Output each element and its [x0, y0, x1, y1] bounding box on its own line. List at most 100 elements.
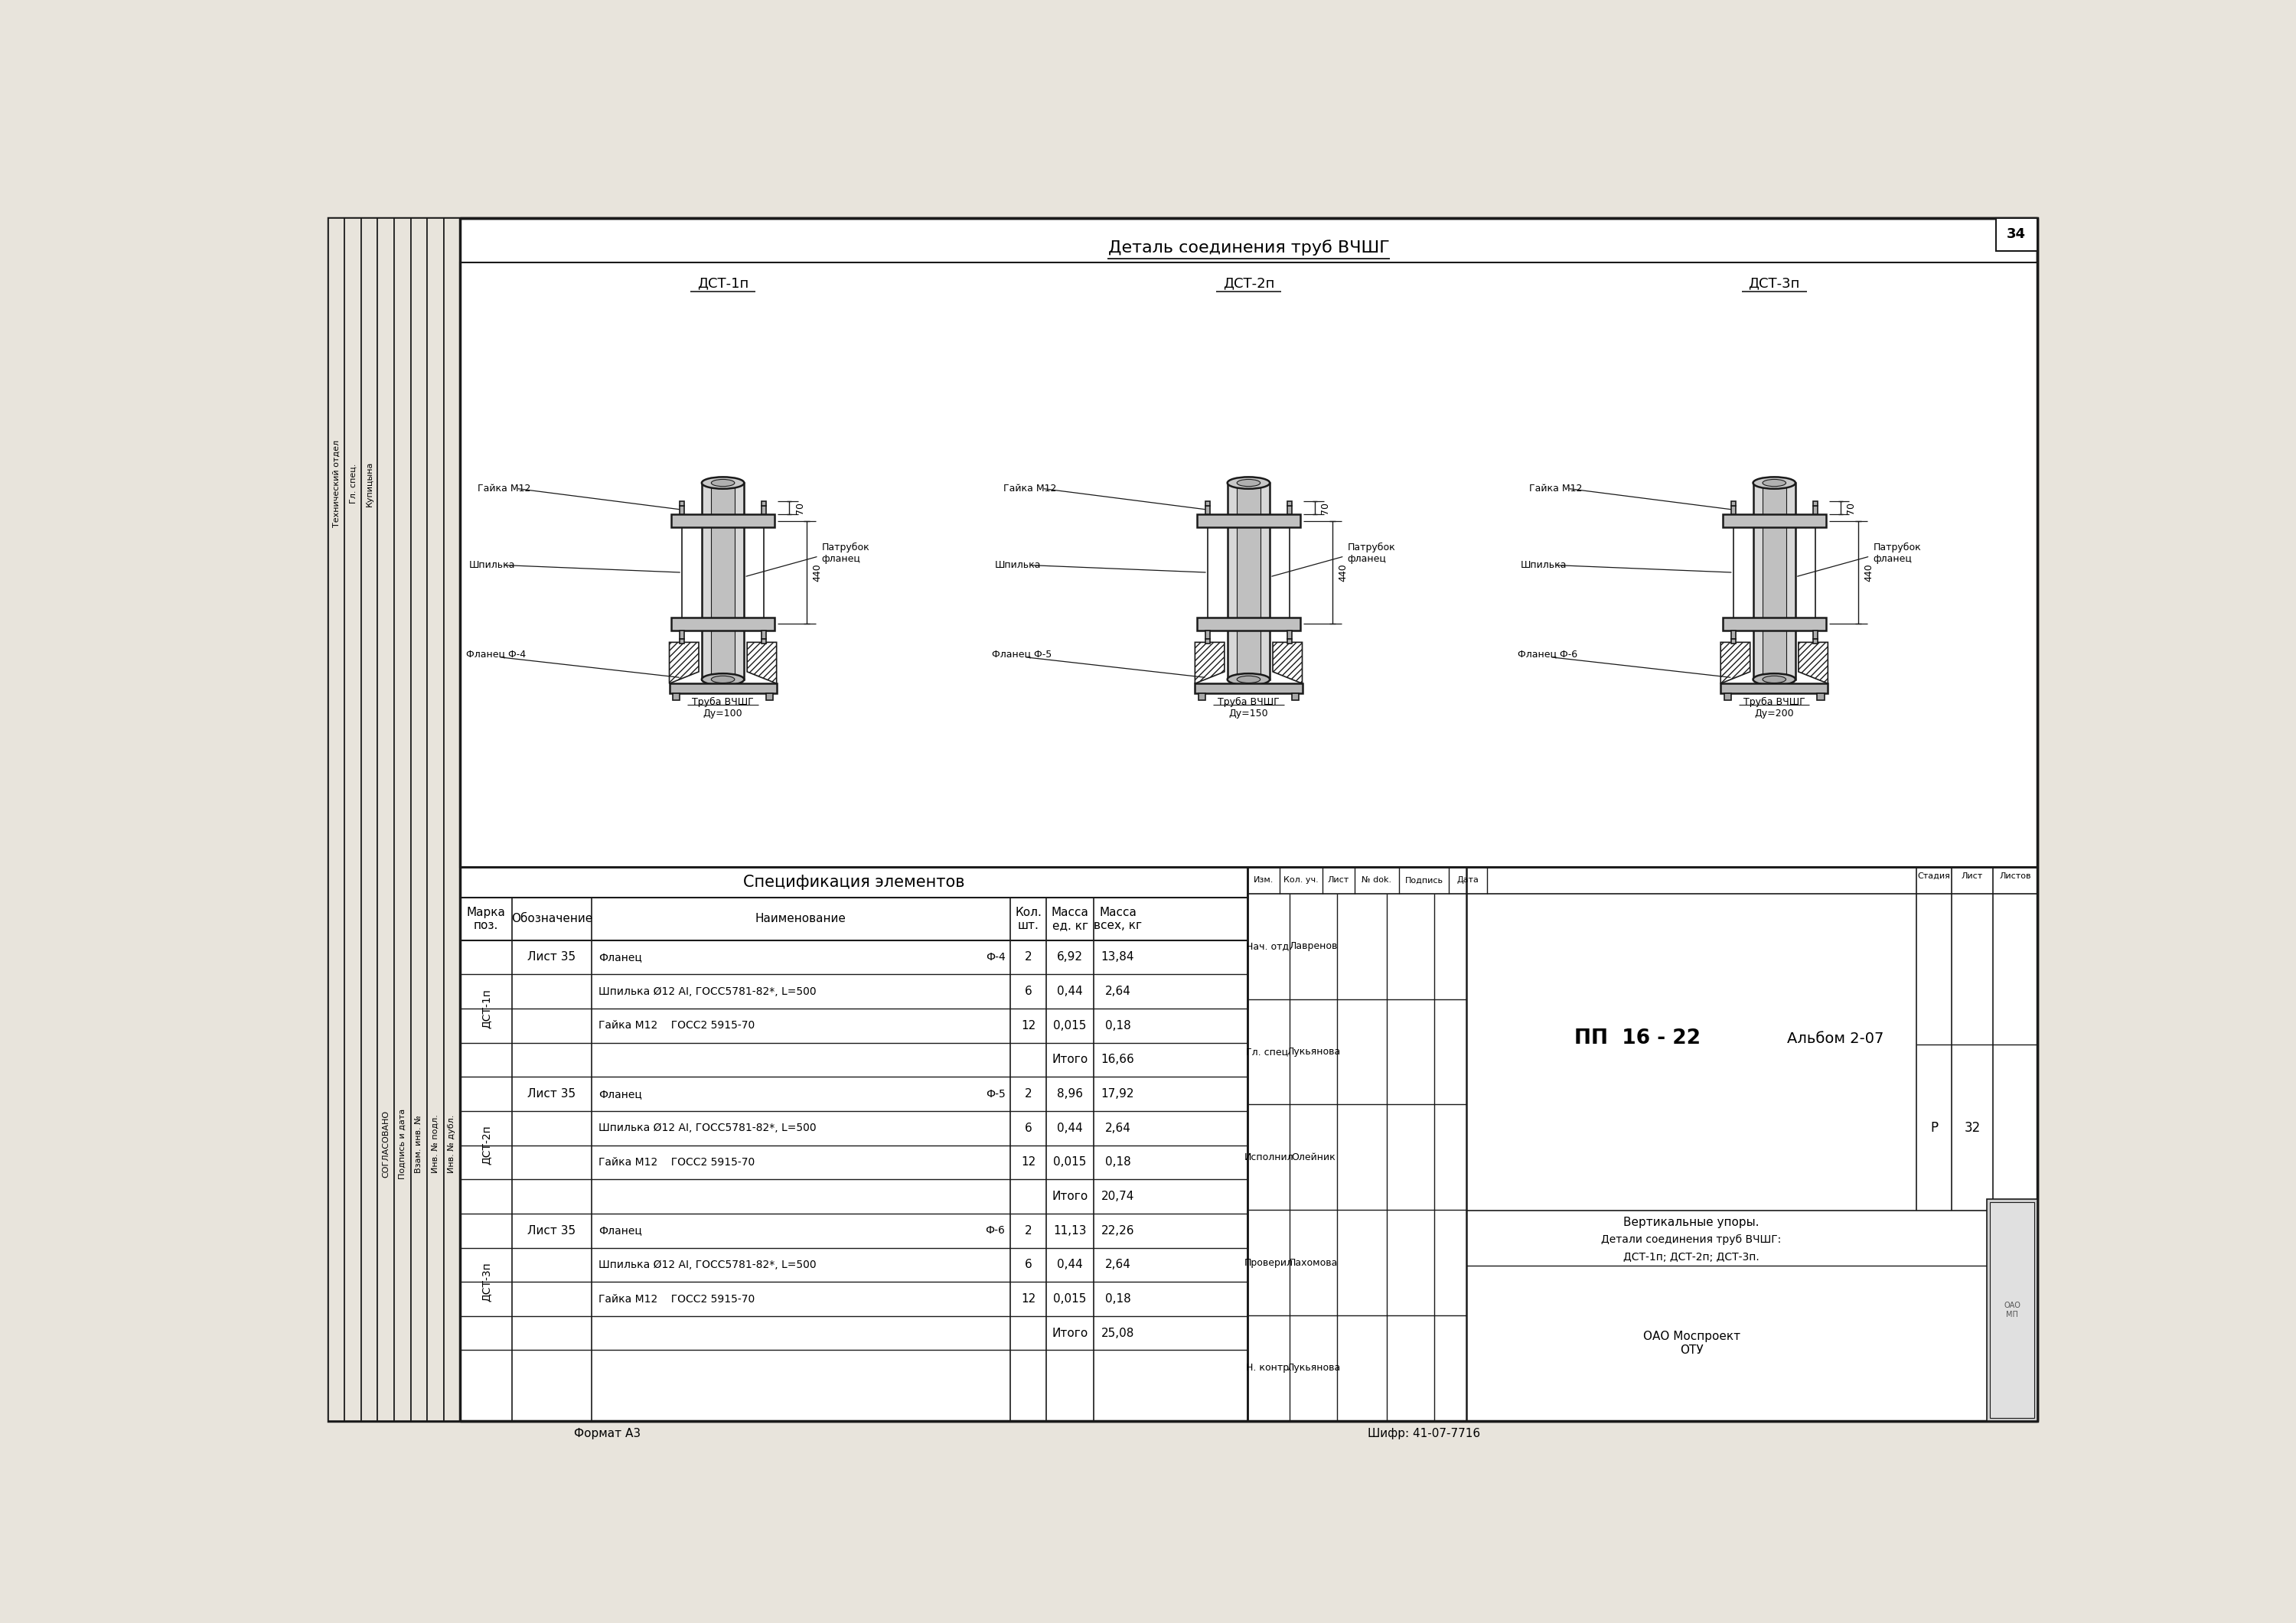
- Text: 0,015: 0,015: [1054, 1157, 1086, 1169]
- Text: Альбом 2-07: Альбом 2-07: [1786, 1032, 1883, 1045]
- Text: 25,08: 25,08: [1102, 1328, 1134, 1339]
- Ellipse shape: [1228, 477, 1270, 489]
- Bar: [411, 219, 427, 1420]
- Text: 440: 440: [813, 563, 822, 581]
- Text: 11,13: 11,13: [1054, 1225, 1086, 1237]
- Bar: [680, 502, 684, 506]
- Bar: [1731, 506, 1736, 514]
- Text: 0,015: 0,015: [1054, 1019, 1086, 1031]
- Text: Ф-5: Ф-5: [985, 1089, 1006, 1099]
- Text: 2,64: 2,64: [1104, 1259, 1130, 1271]
- Bar: [1816, 693, 1825, 700]
- Text: Гайка М12    ГОСС2 5915-70: Гайка М12 ГОСС2 5915-70: [599, 1294, 755, 1305]
- Text: Труба ВЧШГ: Труба ВЧШГ: [691, 696, 753, 706]
- Text: 0,18: 0,18: [1104, 1157, 1130, 1169]
- Text: Гл. спец.: Гл. спец.: [1247, 1047, 1290, 1057]
- Text: ДСТ-3п: ДСТ-3п: [480, 1263, 491, 1302]
- Ellipse shape: [1754, 477, 1795, 489]
- Text: Н. контр.: Н. контр.: [1247, 1363, 1293, 1373]
- Text: ДСТ-1п; ДСТ-2п; ДСТ-3п.: ДСТ-1п; ДСТ-2п; ДСТ-3п.: [1623, 1253, 1759, 1263]
- Bar: [762, 639, 767, 643]
- Text: Фланец: Фланец: [599, 1089, 643, 1099]
- Text: 20,74: 20,74: [1102, 1191, 1134, 1203]
- Text: Р: Р: [1931, 1120, 1938, 1134]
- Text: 6: 6: [1024, 985, 1031, 997]
- Text: 0,44: 0,44: [1056, 1259, 1084, 1271]
- Text: 0,44: 0,44: [1056, 985, 1084, 997]
- Polygon shape: [1720, 643, 1750, 683]
- Polygon shape: [1272, 643, 1302, 683]
- Bar: [1814, 630, 1818, 639]
- Bar: [703, 484, 744, 680]
- Text: 0,015: 0,015: [1054, 1294, 1086, 1305]
- Text: ДСТ-1п: ДСТ-1п: [698, 276, 748, 291]
- Bar: [360, 219, 377, 1420]
- Bar: [1205, 630, 1210, 639]
- Text: Детали соединения труб ВЧШГ:: Детали соединения труб ВЧШГ:: [1600, 1235, 1782, 1245]
- Text: 0,44: 0,44: [1056, 1123, 1084, 1134]
- Ellipse shape: [1228, 674, 1270, 685]
- Bar: [762, 506, 767, 514]
- Text: Патрубок
фланец: Патрубок фланец: [1348, 542, 1396, 565]
- Text: Патрубок
фланец: Патрубок фланец: [1874, 542, 1922, 565]
- Text: Лист 35: Лист 35: [528, 1225, 576, 1237]
- Bar: [1722, 617, 1825, 630]
- Text: Шпилька Ø12 AI, ГОСС5781-82*, L=500: Шпилька Ø12 AI, ГОСС5781-82*, L=500: [599, 987, 817, 997]
- Text: Подпись: Подпись: [1405, 876, 1444, 885]
- Bar: [1205, 502, 1210, 506]
- Bar: [1194, 683, 1302, 693]
- Text: 22,26: 22,26: [1102, 1225, 1134, 1237]
- Text: 34: 34: [2007, 227, 2025, 242]
- Text: Масса
всех, кг: Масса всех, кг: [1093, 907, 1141, 932]
- Bar: [1238, 484, 1261, 677]
- Text: Труба ВЧШГ: Труба ВЧШГ: [1217, 696, 1279, 706]
- Text: 12: 12: [1022, 1019, 1035, 1031]
- Text: Марка
поз.: Марка поз.: [466, 907, 505, 932]
- Bar: [377, 219, 395, 1420]
- Bar: [1814, 506, 1818, 514]
- Ellipse shape: [1763, 479, 1786, 487]
- Bar: [1763, 484, 1786, 677]
- Bar: [1228, 484, 1270, 680]
- Ellipse shape: [712, 675, 735, 683]
- Text: Ду=200: Ду=200: [1754, 709, 1793, 719]
- Text: 70: 70: [1846, 502, 1855, 514]
- Text: Лист 35: Лист 35: [528, 1087, 576, 1100]
- Text: Шпилька Ø12 AI, ГОСС5781-82*, L=500: Шпилька Ø12 AI, ГОСС5781-82*, L=500: [599, 1123, 817, 1133]
- Text: Лист: Лист: [1327, 876, 1350, 885]
- Bar: [1724, 693, 1731, 700]
- Bar: [1205, 506, 1210, 514]
- Text: ОАО Моспроект
ОТУ: ОАО Моспроект ОТУ: [1644, 1331, 1740, 1355]
- Text: 8,96: 8,96: [1056, 1087, 1084, 1100]
- Text: Лист: Лист: [1961, 872, 1984, 880]
- Text: СОГЛАСОВАНО: СОГЛАСОВАНО: [381, 1110, 390, 1178]
- Bar: [1814, 502, 1818, 506]
- Text: Исполнил: Исполнил: [1244, 1152, 1293, 1162]
- Text: 32: 32: [1963, 1120, 1981, 1134]
- Text: ДСТ-3п: ДСТ-3п: [1750, 276, 1800, 291]
- Text: 0,18: 0,18: [1104, 1294, 1130, 1305]
- Bar: [680, 639, 684, 643]
- Bar: [1722, 514, 1825, 527]
- Text: Кол.
шт.: Кол. шт.: [1015, 907, 1042, 932]
- Text: Ду=150: Ду=150: [1228, 709, 1267, 719]
- Bar: [1991, 1203, 2034, 1419]
- Bar: [1754, 484, 1795, 680]
- Bar: [673, 693, 680, 700]
- Text: Шпилька Ø12 AI, ГОСС5781-82*, L=500: Шпилька Ø12 AI, ГОСС5781-82*, L=500: [599, 1259, 817, 1271]
- Text: 16,66: 16,66: [1102, 1053, 1134, 1065]
- Text: Кол. уч.: Кол. уч.: [1283, 876, 1318, 885]
- Bar: [1199, 693, 1205, 700]
- Bar: [680, 630, 684, 639]
- Bar: [459, 867, 1247, 1420]
- Text: Вертикальные упоры.: Вертикальные упоры.: [1623, 1217, 1759, 1229]
- Bar: [344, 219, 360, 1420]
- Text: Нач. отд.: Нач. отд.: [1247, 941, 1293, 951]
- Text: Итого: Итого: [1052, 1053, 1088, 1065]
- Text: 6: 6: [1024, 1123, 1031, 1134]
- Bar: [1247, 867, 2037, 1420]
- Text: ДСТ-2п: ДСТ-2п: [480, 1125, 491, 1165]
- Text: Гайка М12    ГОСС2 5915-70: Гайка М12 ГОСС2 5915-70: [599, 1021, 755, 1031]
- Text: 2,64: 2,64: [1104, 985, 1130, 997]
- Text: 0,18: 0,18: [1104, 1019, 1130, 1031]
